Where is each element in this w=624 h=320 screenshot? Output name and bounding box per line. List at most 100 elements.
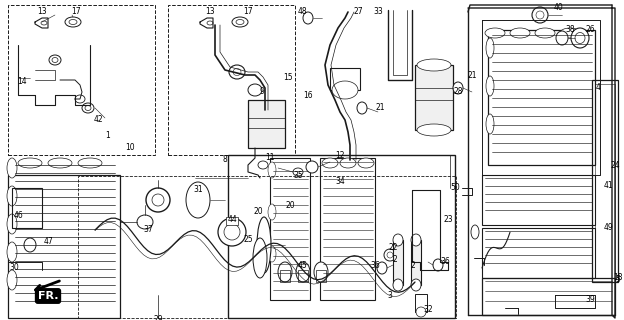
Ellipse shape: [433, 259, 443, 271]
Bar: [12, 188, 42, 228]
Bar: [8, 175, 120, 318]
Ellipse shape: [48, 158, 72, 168]
Ellipse shape: [393, 234, 403, 246]
Ellipse shape: [322, 158, 338, 168]
Text: 20: 20: [253, 207, 263, 217]
Ellipse shape: [229, 65, 245, 79]
Text: 21: 21: [375, 103, 385, 113]
Ellipse shape: [377, 262, 387, 274]
Ellipse shape: [52, 58, 58, 62]
Text: 21: 21: [467, 70, 477, 79]
Ellipse shape: [7, 270, 17, 290]
Bar: [592, 80, 618, 282]
Ellipse shape: [416, 307, 426, 317]
Ellipse shape: [146, 188, 170, 212]
Ellipse shape: [571, 28, 589, 48]
Text: 35: 35: [293, 171, 303, 180]
Ellipse shape: [411, 279, 421, 291]
Ellipse shape: [69, 20, 77, 25]
Ellipse shape: [7, 242, 17, 262]
Text: 36: 36: [440, 258, 450, 267]
Ellipse shape: [532, 7, 548, 23]
Text: 37: 37: [143, 226, 153, 235]
Text: 13: 13: [205, 7, 215, 17]
Text: 20: 20: [285, 201, 295, 210]
Ellipse shape: [82, 103, 94, 113]
Ellipse shape: [560, 28, 580, 38]
Ellipse shape: [296, 262, 310, 282]
Text: 12: 12: [335, 150, 344, 159]
Text: 30: 30: [9, 263, 19, 273]
Ellipse shape: [7, 214, 17, 234]
Text: 42: 42: [93, 116, 103, 124]
Ellipse shape: [232, 17, 248, 27]
Text: 49: 49: [603, 223, 613, 233]
Ellipse shape: [137, 215, 153, 229]
Text: 13: 13: [37, 7, 47, 17]
Text: 26: 26: [585, 26, 595, 35]
Bar: [482, 228, 595, 278]
Text: 29: 29: [153, 316, 163, 320]
Text: 3: 3: [388, 291, 392, 300]
Bar: [595, 84, 615, 278]
Bar: [320, 158, 375, 300]
Text: 47: 47: [43, 237, 53, 246]
Ellipse shape: [485, 28, 505, 38]
Bar: [8, 5, 155, 155]
Ellipse shape: [7, 158, 17, 178]
Ellipse shape: [575, 33, 585, 44]
Ellipse shape: [253, 238, 267, 278]
Ellipse shape: [49, 55, 61, 65]
Bar: [482, 278, 615, 315]
Text: 14: 14: [17, 77, 27, 86]
Ellipse shape: [411, 234, 421, 246]
Ellipse shape: [340, 158, 356, 168]
Text: 31: 31: [193, 186, 203, 195]
Ellipse shape: [268, 246, 276, 262]
Text: 33: 33: [373, 7, 383, 17]
Ellipse shape: [453, 82, 463, 94]
Text: 10: 10: [125, 143, 135, 153]
Text: 48: 48: [297, 7, 307, 17]
Ellipse shape: [303, 12, 313, 24]
Text: 34: 34: [335, 178, 345, 187]
Ellipse shape: [384, 249, 396, 261]
Bar: [78, 176, 456, 318]
Ellipse shape: [393, 279, 403, 291]
Ellipse shape: [314, 262, 328, 282]
Ellipse shape: [41, 21, 47, 25]
Bar: [226, 217, 238, 225]
Text: 22: 22: [388, 244, 397, 252]
Bar: [316, 270, 326, 282]
Bar: [248, 100, 285, 148]
Ellipse shape: [218, 218, 246, 246]
Ellipse shape: [358, 158, 374, 168]
Ellipse shape: [556, 31, 568, 45]
Ellipse shape: [258, 161, 268, 169]
Text: 17: 17: [243, 7, 253, 17]
Ellipse shape: [471, 225, 479, 239]
Bar: [228, 155, 455, 318]
Text: FR.: FR.: [37, 291, 58, 301]
Text: 25: 25: [243, 236, 253, 244]
Text: 38: 38: [565, 26, 575, 35]
Bar: [415, 65, 453, 130]
Text: 46: 46: [13, 211, 23, 220]
Ellipse shape: [248, 84, 262, 96]
Ellipse shape: [85, 106, 91, 110]
Ellipse shape: [233, 68, 241, 76]
Text: 36: 36: [370, 260, 380, 269]
Ellipse shape: [357, 102, 367, 114]
Text: 45: 45: [297, 260, 307, 269]
Text: 16: 16: [303, 91, 313, 100]
Ellipse shape: [278, 262, 292, 282]
Ellipse shape: [332, 81, 358, 99]
Ellipse shape: [75, 95, 85, 103]
Text: 24: 24: [610, 161, 620, 170]
Text: 4: 4: [595, 84, 600, 92]
Bar: [393, 240, 403, 285]
Text: 32: 32: [423, 306, 433, 315]
Bar: [280, 270, 290, 282]
Ellipse shape: [268, 204, 276, 220]
Bar: [298, 270, 308, 282]
